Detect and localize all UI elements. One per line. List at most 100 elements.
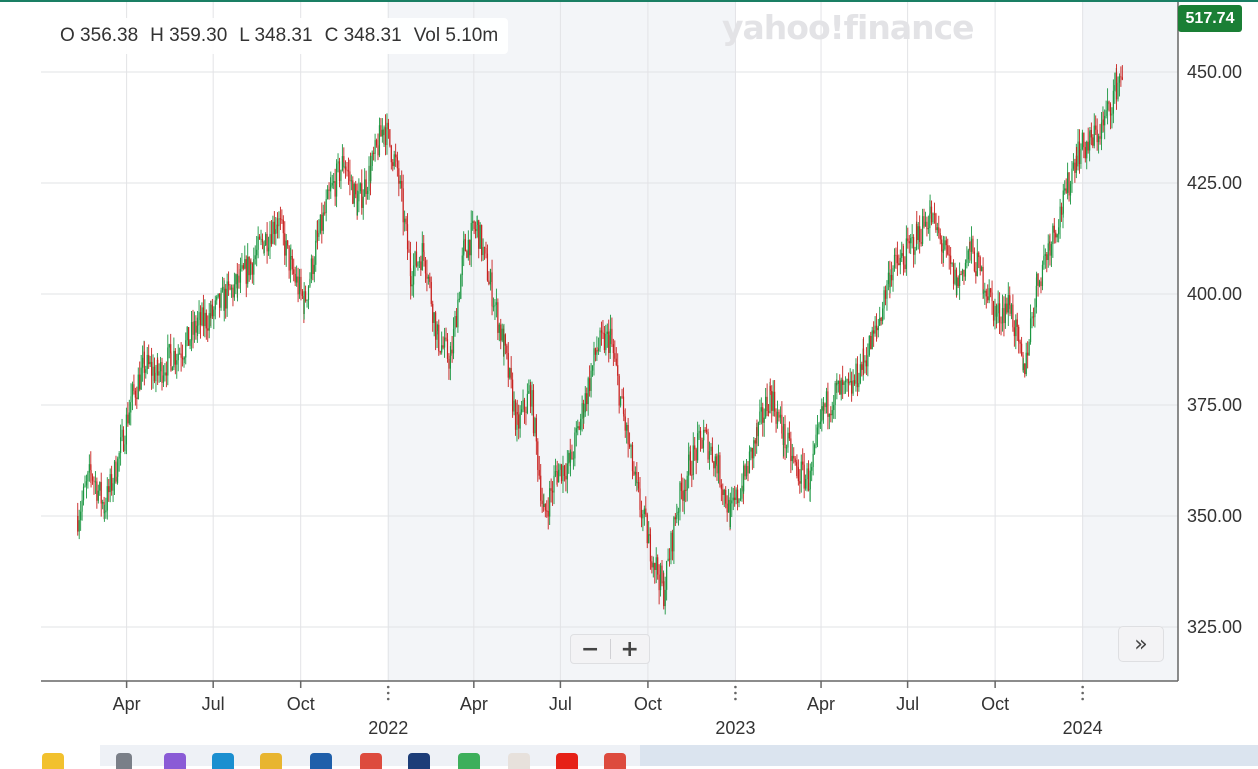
shade-band [388, 2, 736, 681]
candle-body [765, 396, 767, 418]
candle-body [882, 308, 884, 322]
candle-body [446, 339, 449, 359]
candle-body [685, 489, 687, 491]
candle-body [420, 261, 422, 271]
candle-body [844, 380, 847, 383]
scroll-forward-button[interactable]: » [1118, 626, 1164, 662]
candle-body [713, 461, 715, 469]
candle-body [140, 367, 142, 390]
candle-body [358, 191, 360, 202]
candle-body [701, 437, 703, 449]
candle-body [956, 277, 958, 296]
candle-body [291, 256, 293, 270]
candle-body [485, 247, 487, 254]
candle-body [951, 263, 953, 265]
candle-body [334, 181, 336, 197]
copilot-icon[interactable] [164, 753, 186, 769]
candle-body [622, 396, 625, 414]
candle-body [482, 247, 484, 256]
candle-body [214, 300, 216, 310]
candle-body [961, 269, 964, 275]
candle-body [871, 330, 873, 350]
candle-body [492, 306, 495, 308]
candle-body [651, 561, 653, 568]
candle-body [736, 489, 739, 503]
app-icon[interactable] [408, 753, 430, 769]
candle-body [899, 257, 901, 266]
candle-body [534, 418, 536, 434]
candle-body [168, 344, 170, 348]
candle-body [464, 239, 467, 252]
candle-body [197, 319, 199, 326]
candle-body [870, 335, 872, 350]
chrome-icon-2[interactable] [604, 753, 626, 769]
candle-body [1059, 206, 1061, 228]
candle-body [532, 390, 535, 434]
youtube-icon[interactable] [556, 753, 578, 769]
task-view-icon[interactable] [116, 753, 132, 769]
candle-body [185, 340, 187, 358]
candle-body [174, 350, 176, 365]
candle-body [901, 253, 903, 258]
file-explorer-icon[interactable] [260, 753, 282, 769]
x-month-label: Jul [202, 694, 225, 714]
candle-body [436, 324, 438, 331]
taskbar [0, 745, 1258, 769]
candle-body [611, 328, 613, 345]
candle-body [282, 219, 284, 234]
candle-body [122, 429, 125, 451]
candle-body [969, 241, 971, 252]
candle-body [77, 516, 79, 532]
x-month-label: Apr [113, 694, 141, 714]
candle-body [942, 249, 945, 253]
candle-body [754, 440, 756, 444]
candle-body [93, 480, 95, 482]
chrome-icon[interactable] [360, 753, 382, 769]
price-chart[interactable]: 450.00 425.00 400.00 375.00 350.00 325.00 Apr J… [0, 0, 1258, 745]
candle-body [162, 375, 165, 383]
app-icon-2[interactable] [508, 753, 530, 769]
candle-body [778, 411, 780, 418]
zoom-controls: − + [570, 634, 650, 664]
candle-body [131, 384, 134, 397]
candle-body [287, 240, 289, 246]
widgets-icon[interactable] [42, 753, 64, 769]
candle-body [368, 165, 370, 191]
candle-body [584, 393, 586, 413]
candle-body [254, 255, 256, 260]
candle-body [82, 486, 85, 501]
candle-body [762, 407, 764, 423]
candle-body [210, 304, 212, 319]
candle-body [865, 360, 868, 367]
candle-body [797, 467, 799, 482]
candle-body [310, 258, 313, 279]
zoom-in-button[interactable]: + [611, 635, 650, 663]
year-tick-dot [734, 697, 737, 701]
candle-body [498, 324, 500, 333]
candle-body [497, 302, 499, 333]
candle-body [680, 482, 683, 491]
edge-icon[interactable] [212, 753, 234, 769]
candle-body [1081, 132, 1083, 149]
axis-labels: 450.00 425.00 400.00 375.00 350.00 325.00 Apr J… [113, 62, 1242, 738]
candle-body [91, 475, 94, 481]
candle-body [335, 163, 338, 197]
candle-body [719, 455, 721, 485]
stocks-app-icon[interactable] [458, 753, 480, 769]
candle-body [509, 368, 511, 378]
candle-body [216, 296, 218, 301]
candle-body [273, 221, 275, 234]
candle-body [813, 445, 816, 454]
candle-body [167, 347, 169, 376]
candle-body [562, 465, 564, 482]
candle-body [967, 250, 969, 260]
candle-body [392, 162, 394, 167]
x-month-label: Apr [460, 694, 488, 714]
candle-body [1010, 304, 1013, 314]
year-tick-dot [386, 691, 390, 695]
candle-body [771, 390, 773, 411]
candle-body [102, 502, 104, 504]
mail-icon[interactable] [310, 753, 332, 769]
zoom-out-button[interactable]: − [571, 635, 610, 663]
candle-body [150, 361, 153, 376]
